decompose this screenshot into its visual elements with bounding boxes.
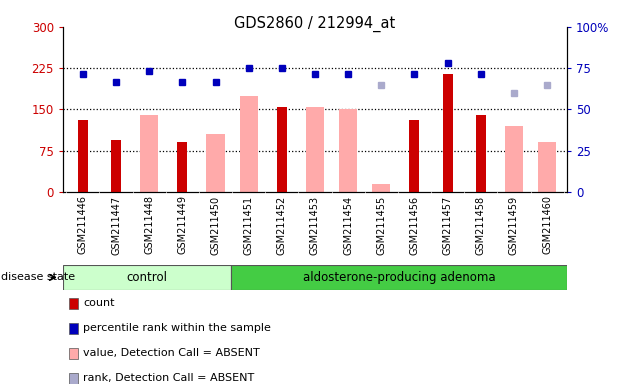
Bar [277,107,287,192]
Bar [372,184,391,192]
Text: GSM211451: GSM211451 [244,195,254,255]
Bar [78,121,88,192]
Text: disease state: disease state [1,272,75,283]
Bar [505,126,523,192]
Text: rank, Detection Call = ABSENT: rank, Detection Call = ABSENT [83,373,255,383]
Bar [178,142,187,192]
Text: GDS2860 / 212994_at: GDS2860 / 212994_at [234,15,396,31]
Bar [443,74,452,192]
Bar [111,140,121,192]
Text: GSM211452: GSM211452 [277,195,287,255]
Text: GSM211454: GSM211454 [343,195,353,255]
Text: count: count [83,298,115,308]
Bar [140,115,158,192]
Bar [231,265,567,290]
Text: GSM211453: GSM211453 [310,195,320,255]
Bar [339,109,357,192]
Bar [538,142,556,192]
Text: GSM211456: GSM211456 [410,195,420,255]
Bar [63,265,231,290]
Text: GSM211450: GSM211450 [210,195,220,255]
Text: GSM211455: GSM211455 [376,195,386,255]
Text: percentile rank within the sample: percentile rank within the sample [83,323,272,333]
Text: GSM211460: GSM211460 [542,195,552,255]
Text: control: control [127,271,168,284]
Bar [410,121,420,192]
Text: GSM211449: GSM211449 [178,195,187,255]
Text: aldosterone-producing adenoma: aldosterone-producing adenoma [302,271,495,284]
Text: GSM211446: GSM211446 [78,195,88,255]
Text: GSM211458: GSM211458 [476,195,486,255]
Bar [476,115,486,192]
Text: GSM211459: GSM211459 [509,195,519,255]
Text: GSM211457: GSM211457 [443,195,452,255]
Bar [207,134,225,192]
Text: GSM211447: GSM211447 [111,195,121,255]
Bar [239,96,258,192]
Text: GSM211448: GSM211448 [144,195,154,255]
Text: value, Detection Call = ABSENT: value, Detection Call = ABSENT [83,348,260,358]
Bar [306,107,324,192]
